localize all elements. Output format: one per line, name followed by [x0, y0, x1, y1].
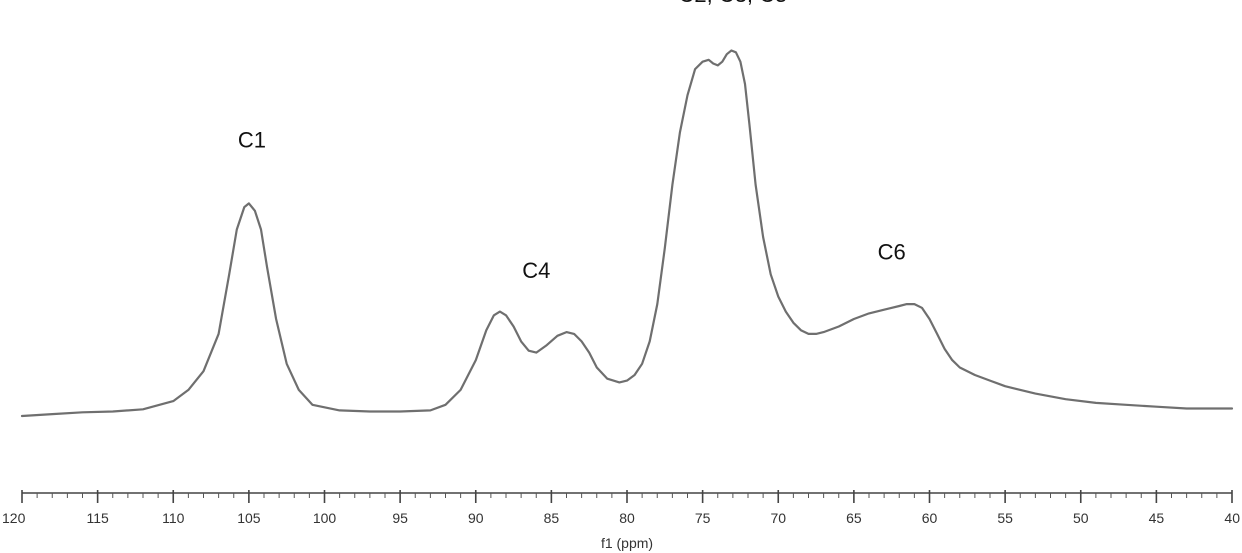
x-axis-tick-label: 95: [392, 510, 408, 526]
x-axis: 120 115 110 105 100 95 90 85 80 75 70 65 60 55 50 45 40 …: [2, 490, 1240, 551]
x-axis-tick-labels: 120 115 110 105 100 95 90 85 80 75 70 65 60 55 50 45 40: [2, 510, 1240, 526]
x-axis-tick-label: 45: [1149, 510, 1165, 526]
x-axis-tick-label: 55: [997, 510, 1013, 526]
x-axis-tick-label: 40: [1224, 510, 1240, 526]
x-axis-tick-label: 115: [86, 510, 109, 526]
spectrum-line: [20, 49, 1234, 418]
x-axis-tick-label: 105: [237, 510, 261, 526]
peak-label: C4: [522, 258, 550, 283]
x-axis-tick-label: 75: [695, 510, 711, 526]
x-axis-tick-label: 120: [2, 510, 26, 526]
x-axis-tick-label: 100: [313, 510, 337, 526]
x-axis-tick-label: 70: [770, 510, 786, 526]
peak-annotations: C1 C4 C2, C3, C5 C6: [238, 0, 906, 283]
plot-area: [20, 49, 1234, 418]
x-axis-tick-label: 85: [544, 510, 560, 526]
peak-label: C2, C3, C5: [678, 0, 787, 7]
peak-label: C6: [878, 239, 906, 264]
x-axis-tick-label: 80: [619, 510, 635, 526]
x-axis-tick-label: 50: [1073, 510, 1089, 526]
x-axis-tick-label: 60: [922, 510, 938, 526]
peak-label: C1: [238, 127, 266, 152]
x-axis-minor-ticks: [36, 493, 1218, 498]
x-axis-major-ticks: [21, 490, 1233, 503]
x-axis-tick-label: 90: [468, 510, 484, 526]
x-axis-title: f1 (ppm): [601, 535, 653, 551]
x-axis-tick-label: 65: [846, 510, 862, 526]
x-axis-tick-label: 110: [162, 510, 185, 526]
